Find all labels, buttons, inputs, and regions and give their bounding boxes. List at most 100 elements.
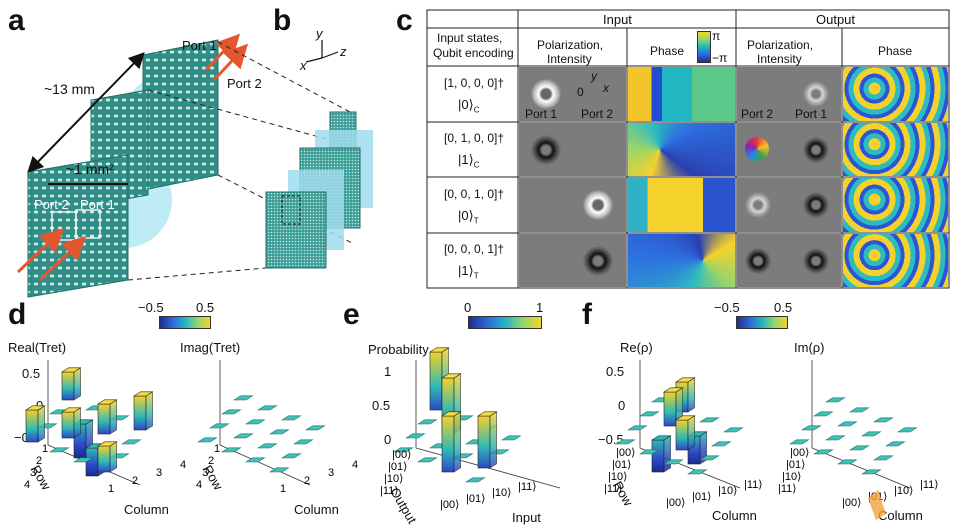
beam-spot <box>803 248 829 274</box>
row3-ket: |0⟩T <box>458 208 479 226</box>
f-imag-tile <box>788 439 810 445</box>
d-row-tick-right: 2 <box>208 455 214 467</box>
d-col-tick-right: 2 <box>304 475 310 487</box>
f-real-tile <box>698 417 720 423</box>
beam-spot <box>803 192 829 218</box>
col-phase-out: Phase <box>878 44 913 58</box>
beam-spot <box>531 79 561 109</box>
d-row-tick: 2 <box>36 455 42 467</box>
d-real-tile <box>48 447 70 453</box>
d-col-tick-right: 3 <box>328 467 334 479</box>
d-colorbar <box>159 316 211 329</box>
d-real-bar <box>96 399 118 435</box>
col-polarization-out: Polarization, <box>747 38 814 52</box>
d-cb-min: −0.5 <box>138 300 164 315</box>
panel-c-label: c <box>396 4 413 37</box>
metasurface-illustration <box>16 33 373 298</box>
f-row-tick: |10⟩ <box>608 471 627 483</box>
e-prob-tile <box>416 457 438 463</box>
f-row-tick-right: |11⟩ <box>778 483 797 495</box>
panel-d-label: d <box>8 298 27 331</box>
f-col-tick-right: |11⟩ <box>920 479 939 491</box>
panel-a-label: a <box>8 4 25 37</box>
d-imag-tile <box>304 425 326 431</box>
e-col-tick: |11⟩ <box>518 481 537 493</box>
f-col-label: Column <box>712 508 757 523</box>
input-arrow <box>38 235 87 282</box>
d-col-label: Column <box>124 502 169 517</box>
d-row-tick-right: 1 <box>214 443 220 455</box>
out-phase-cell-3 <box>843 178 948 232</box>
size-1mm-label: ~1 mm² <box>66 161 114 177</box>
d-col-tick: 1 <box>108 483 114 495</box>
polarization-pattern <box>745 137 769 161</box>
panel-c-grid <box>426 9 950 289</box>
d-row-tick-right: 4 <box>196 479 202 491</box>
port1-box <box>75 209 101 239</box>
f-right-title: Im(ρ) <box>794 340 825 355</box>
row3-vector: [0, 0, 1, 0]† <box>444 187 505 201</box>
d-real-bar <box>96 441 118 473</box>
in-phase-cell-4 <box>628 234 735 287</box>
row4-vector: [0, 0, 0, 1]† <box>444 242 505 256</box>
f-imag-tile <box>872 417 894 423</box>
axis-z-label: z <box>340 44 347 59</box>
f-row-tick-right: |10⟩ <box>782 471 801 483</box>
out-phase-cell-2 <box>843 123 948 176</box>
out-port1-label: Port 1 <box>795 107 828 121</box>
size-arrow-13mm <box>27 52 145 173</box>
col-qubit-encoding: Qubit encoding <box>433 46 514 60</box>
d-imag-tile <box>220 409 242 415</box>
beam-spot <box>583 190 613 220</box>
beam-spot <box>583 246 613 276</box>
f-imag-tile <box>836 421 858 427</box>
axis-y-label: y <box>316 26 323 41</box>
d-row-tick: 3 <box>30 467 36 479</box>
beam-spot <box>803 81 829 107</box>
f-cb-min: −0.5 <box>714 300 740 315</box>
f-imag-tile <box>812 411 834 417</box>
beam-spot <box>745 192 771 218</box>
d-row-tick: 1 <box>42 443 48 455</box>
d-col-label-right: Column <box>294 502 339 517</box>
f-imag-tile <box>848 445 870 451</box>
e-cb-min: 0 <box>464 300 472 315</box>
header-output: Output <box>816 12 856 27</box>
col-phase-in: Phase <box>650 44 685 58</box>
out-phase-cell-1 <box>843 67 948 121</box>
in-phase-cell-2 <box>628 123 735 176</box>
col-input-states: Input states, <box>437 31 503 45</box>
stack-highlight <box>281 195 301 225</box>
d-col-tick: 4 <box>180 459 186 471</box>
in-phase-cell-1 <box>628 67 735 121</box>
output-arrow <box>212 43 249 82</box>
d-real-tile <box>72 457 94 463</box>
panel-f-label: f <box>582 298 592 331</box>
f-imag-tile <box>812 449 834 455</box>
d-imag-tile <box>244 457 266 463</box>
d-real-bar <box>60 407 82 439</box>
phase-minus-pi: −π <box>712 51 728 65</box>
port1-label: Port 1 <box>182 38 217 53</box>
d-col-tick-right: 1 <box>280 483 286 495</box>
f-real-bar <box>674 415 696 451</box>
f-col-tick: |01⟩ <box>692 491 711 503</box>
e-row-tick: |01⟩ <box>388 461 407 473</box>
in-intensity-cell-2 <box>519 123 626 176</box>
f-row-tick: |11⟩ <box>604 483 623 495</box>
axis-x-cell: x <box>603 81 609 95</box>
d-imag-tile <box>196 437 218 443</box>
e-ytick: 1 <box>384 364 392 379</box>
f-row-tick-right: |01⟩ <box>786 459 805 471</box>
f-imag-tile <box>872 455 894 461</box>
panel-b-label: b <box>273 4 292 37</box>
e-cb-max: 1 <box>536 300 544 315</box>
phase-colorbar <box>697 31 711 63</box>
e-prob-tile <box>404 433 426 439</box>
f-real-tile <box>698 455 720 461</box>
e-prob-tile <box>392 447 414 453</box>
f-imag-tile <box>824 435 846 441</box>
e-ytick: 0.5 <box>372 398 391 413</box>
row1-ket: |0⟩C <box>458 97 480 115</box>
